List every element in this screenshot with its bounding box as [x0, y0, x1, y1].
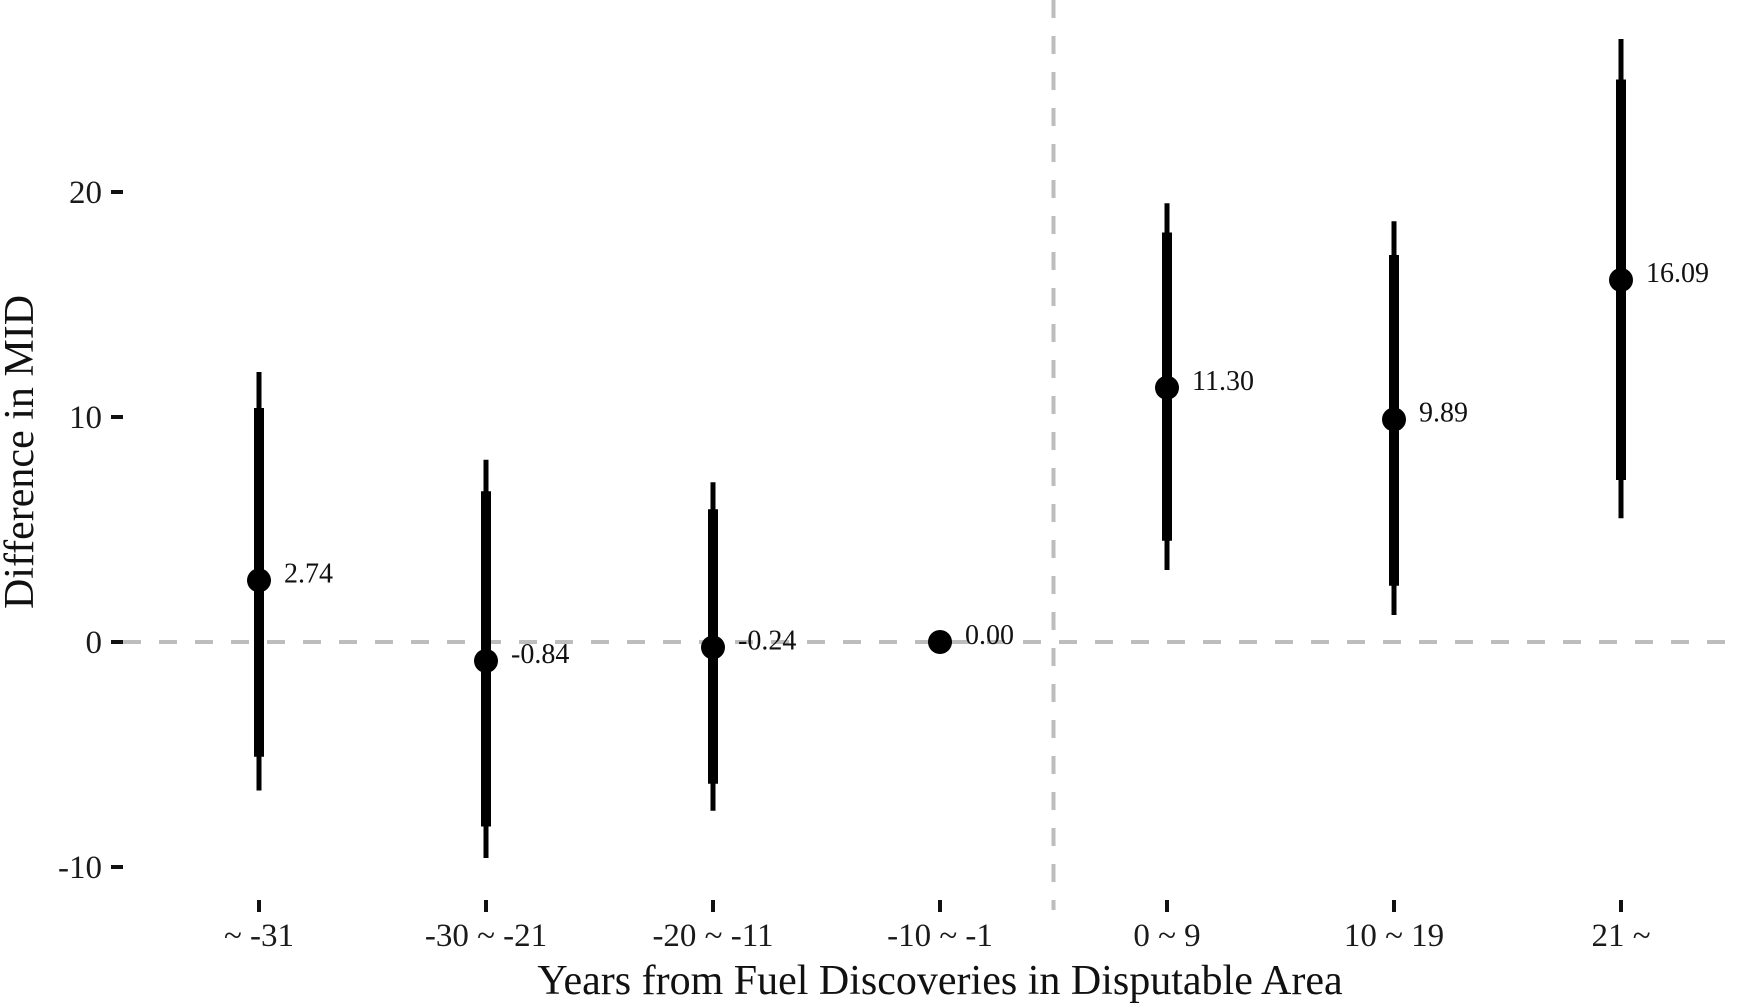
- x-tick-label: 10 ~ 19: [1344, 918, 1444, 954]
- x-tick-label: 0 ~ 9: [1133, 918, 1200, 954]
- x-tick-label: ~ -31: [224, 918, 294, 954]
- x-axis-title: Years from Fuel Discoveries in Disputabl…: [537, 958, 1343, 1004]
- estimate-3: 0.00: [928, 620, 1014, 654]
- estimate-value-label: -0.24: [738, 625, 796, 656]
- point-estimate-marker: [928, 630, 952, 654]
- y-tick-label: -10: [58, 850, 102, 886]
- reference-lines: [123, 0, 1741, 910]
- estimate-2: -0.24: [701, 482, 796, 811]
- estimate-value-label: 16.09: [1646, 258, 1709, 289]
- y-axis: -10 0 10 20: [58, 175, 123, 886]
- point-estimate-marker: [1609, 267, 1633, 292]
- point-estimate-marker: [1382, 407, 1406, 432]
- x-tick-label: 21 ~: [1591, 918, 1650, 954]
- estimate-value-label: -0.84: [511, 639, 569, 670]
- x-tick-label: -30 ~ -21: [425, 918, 547, 954]
- y-axis-title: Difference in MID: [0, 295, 43, 609]
- estimate-1: -0.84: [474, 459, 569, 858]
- x-tick-label: -10 ~ -1: [887, 918, 993, 954]
- estimate-value-label: 0.00: [965, 620, 1014, 651]
- y-tick-label: 20: [69, 175, 102, 211]
- estimate-5: 9.89: [1382, 221, 1468, 615]
- estimate-value-label: 9.89: [1419, 397, 1468, 428]
- y-tick-label: 10: [69, 400, 102, 436]
- x-axis: ~ -31 -30 ~ -21 -20 ~ -11 -10 ~ -1 0 ~ 9 10 ~…: [224, 900, 1651, 954]
- point-estimate-marker: [247, 568, 271, 593]
- point-estimate-marker: [1155, 375, 1179, 400]
- estimate-6: 16.09: [1609, 39, 1709, 519]
- x-tick-label: -20 ~ -11: [652, 918, 773, 954]
- estimates-layer: 2.74 -0.84 -0.24 0.00 11.30 9.89 16.09: [247, 39, 1709, 858]
- y-tick-label: 0: [86, 625, 103, 661]
- point-estimate-marker: [701, 635, 725, 660]
- point-estimate-marker: [474, 648, 498, 673]
- estimate-value-label: 2.74: [284, 558, 333, 589]
- estimate-4: 11.30: [1155, 203, 1254, 570]
- estimate-0: 2.74: [247, 372, 333, 791]
- estimate-value-label: 11.30: [1192, 366, 1254, 397]
